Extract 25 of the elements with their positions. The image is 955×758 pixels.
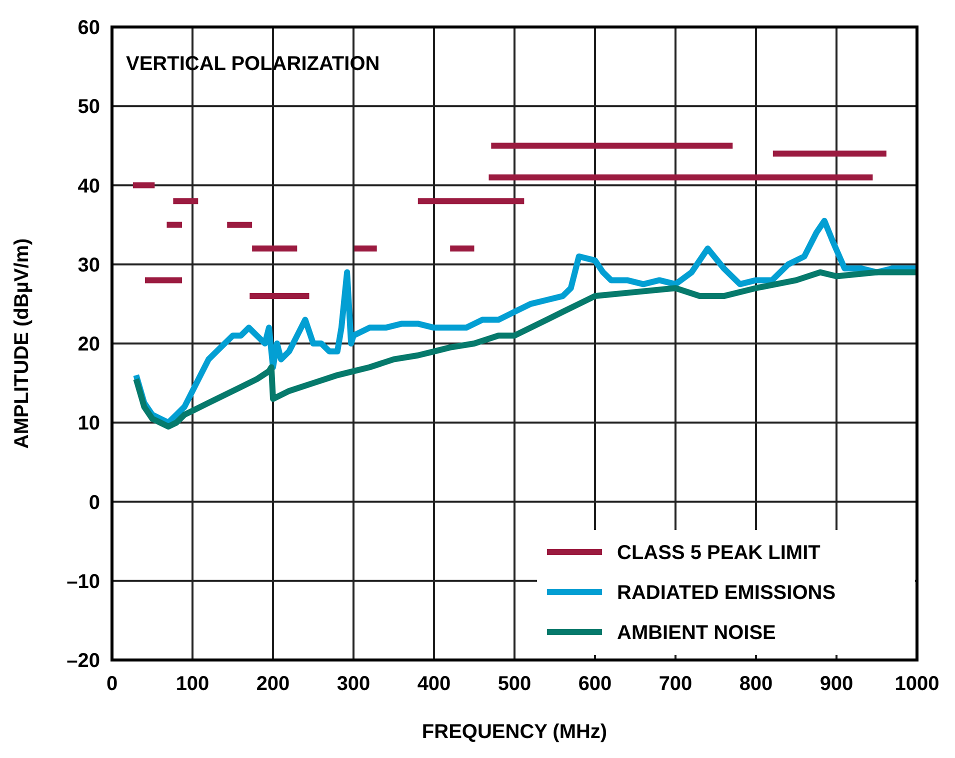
legend-label: CLASS 5 PEAK LIMIT (617, 542, 820, 564)
y-tick-label: 60 (78, 17, 100, 39)
x-tick-label: 100 (176, 673, 210, 695)
y-tick-label: 20 (78, 334, 100, 356)
x-tick-label: 300 (336, 673, 370, 695)
x-tick-label: 200 (256, 673, 290, 695)
y-axis-title: AMPLITUDE (dBµV/m) (11, 238, 33, 449)
y-tick-label: –10 (66, 570, 100, 593)
y-tick-label: 30 (78, 254, 100, 276)
y-tick-label: 0 (88, 492, 100, 514)
x-tick-label: 800 (739, 673, 773, 695)
y-tick-label: 10 (78, 412, 100, 435)
x-tick-label: 900 (820, 673, 854, 695)
x-tick-label: 500 (498, 673, 532, 695)
x-tick-label: 600 (578, 673, 612, 695)
legend-label: RADIATED EMISSIONS (617, 582, 836, 604)
x-tick-label: 0 (106, 673, 118, 695)
y-tick-label: 40 (78, 175, 100, 198)
x-tick-label: 1000 (894, 673, 940, 695)
y-tick-label: –20 (66, 650, 100, 672)
y-tick-label: 50 (78, 96, 100, 118)
x-tick-label: 400 (417, 673, 451, 695)
x-axis-title: FREQUENCY (MHz) (422, 721, 608, 743)
x-tick-label: 700 (658, 673, 692, 695)
legend-label: AMBIENT NOISE (617, 622, 776, 644)
